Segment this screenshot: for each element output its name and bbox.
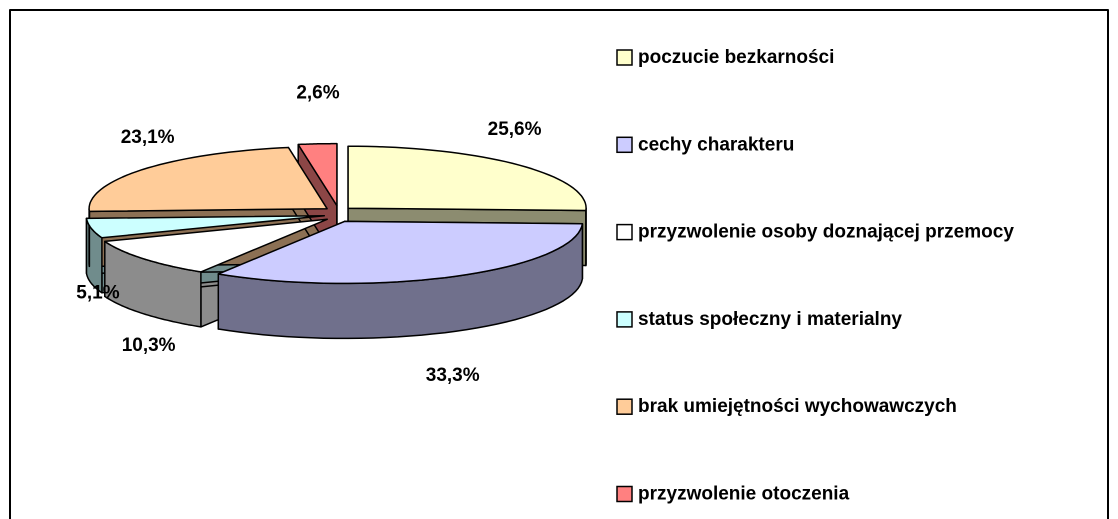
legend-label: przyzwolenie osoby doznającej przemocy — [638, 222, 1014, 243]
slice — [85, 214, 326, 239]
slice — [88, 146, 328, 213]
chart-border — [9, 9, 1109, 519]
data-label: 23,1% — [121, 127, 175, 148]
legend-swatch — [616, 223, 633, 241]
data-label: 5,1% — [76, 283, 119, 304]
data-label: 2,6% — [296, 83, 339, 104]
legend-label: poczucie bezkarności — [638, 47, 834, 68]
legend-swatch — [616, 49, 633, 66]
legend-swatch — [616, 398, 633, 415]
data-label: 33,3% — [426, 365, 480, 386]
legend-label: przyzwolenie otoczenia — [638, 484, 850, 505]
legend-swatch — [616, 485, 633, 503]
legend-label: cechy charakteru — [638, 134, 794, 155]
slice — [104, 218, 328, 273]
data-label: 25,6% — [488, 119, 542, 140]
slice — [297, 142, 338, 207]
legend-swatch — [616, 136, 633, 154]
data-label: 10,3% — [122, 335, 176, 356]
legend-label: status społeczny i materialny — [638, 309, 902, 330]
legend-label: brak umiejętności wychowawczych — [638, 396, 957, 417]
legend-swatch — [616, 311, 633, 328]
slice — [217, 220, 584, 285]
slice — [347, 145, 587, 212]
